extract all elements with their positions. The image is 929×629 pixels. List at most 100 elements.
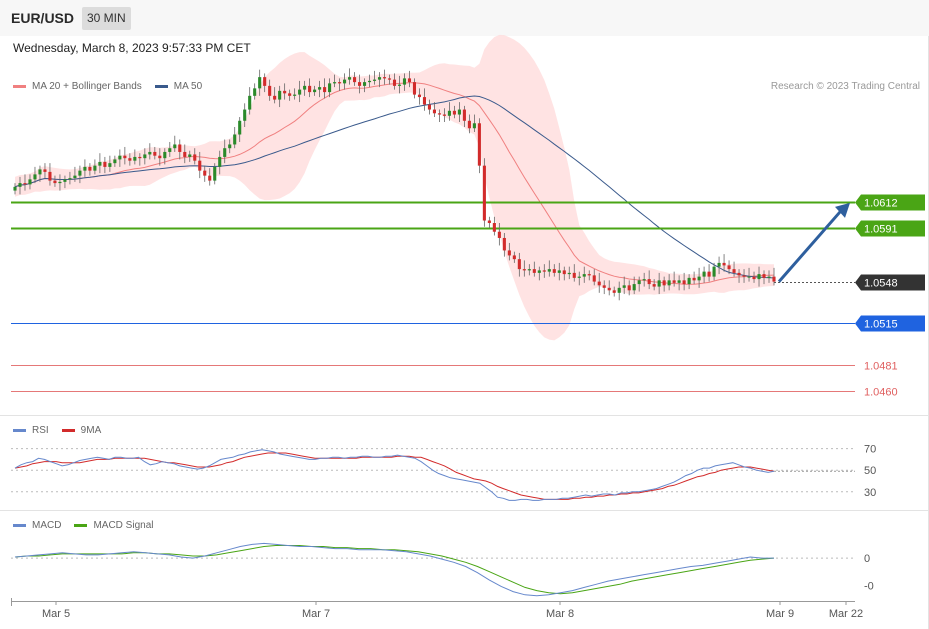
bull-candle <box>13 186 17 191</box>
bull-candle <box>318 87 322 90</box>
bull-candle <box>118 155 122 160</box>
bear-candle <box>672 280 676 283</box>
legend-macd: MACD <box>13 520 61 531</box>
bear-candle <box>732 269 736 273</box>
bull-candle <box>577 276 581 278</box>
bull-candle <box>547 269 551 272</box>
bull-candle <box>397 84 402 86</box>
bull-candle <box>622 285 626 288</box>
bear-candle <box>627 285 631 291</box>
resistance-level-badge <box>855 220 925 237</box>
x-tick-label: Mar 22 <box>829 608 863 620</box>
bull-candle <box>133 156 137 161</box>
forecast-arrow-shaft <box>777 209 843 283</box>
bull-candle <box>447 110 451 116</box>
bull-candle <box>148 151 152 155</box>
bull-candle <box>83 166 87 171</box>
bear-candle <box>43 169 47 172</box>
bear-candle <box>562 270 566 275</box>
bear-candle <box>123 155 127 159</box>
bull-candle <box>258 77 262 89</box>
bear-candle <box>647 279 651 285</box>
bear-candle <box>587 274 591 276</box>
bull-candle <box>402 78 407 85</box>
chart-header: EUR/USD 30 MIN <box>0 0 929 36</box>
bear-candle <box>263 77 267 86</box>
bear-candle <box>198 160 202 171</box>
timeframe-button[interactable]: 30 MIN <box>82 7 131 30</box>
bear-candle <box>338 82 342 84</box>
bull-candle <box>223 148 227 157</box>
bull-candle <box>697 276 701 281</box>
bear-candle <box>482 165 486 221</box>
bear-candle <box>597 281 601 286</box>
bull-candle <box>757 274 761 280</box>
bear-candle <box>507 250 511 256</box>
bull-candle <box>637 280 641 285</box>
macd-tick-label: 0 <box>864 553 870 565</box>
bear-candle <box>442 114 446 116</box>
bear-candle <box>737 272 741 276</box>
bear-candle <box>692 277 696 281</box>
bull-candle <box>93 165 97 171</box>
bear-candle <box>432 109 436 114</box>
price-levels <box>11 201 855 392</box>
bull-candle <box>328 83 332 93</box>
bear-candle <box>532 269 536 273</box>
bear-candle <box>412 82 417 95</box>
macd-swatch-icon <box>13 524 26 527</box>
bull-candle <box>747 276 751 278</box>
bull-candle <box>617 287 621 293</box>
bull-candle <box>457 109 461 115</box>
bull-candle <box>248 95 252 110</box>
macd-tick-label: -0 <box>864 580 874 592</box>
rsi-swatch-icon <box>13 429 26 432</box>
bear-candle <box>138 156 142 159</box>
bear-candle <box>357 82 362 86</box>
bear-candle <box>178 144 182 152</box>
bull-candle <box>313 89 317 93</box>
bear-candle <box>502 237 506 251</box>
bear-candle <box>592 275 596 282</box>
bull-candle <box>38 169 42 175</box>
bull-candle <box>173 144 177 149</box>
bull-candle <box>188 154 192 157</box>
bear-candle <box>652 284 656 287</box>
level-badges: 1.0612 1.0591 1.0548 1.0515 1.0481 1.0460 <box>855 194 925 399</box>
pivot-level-label: 1.0515 <box>864 319 898 331</box>
bear-candle <box>497 231 501 238</box>
ma20-swatch-icon <box>13 85 26 88</box>
ma50-swatch-icon <box>154 85 168 88</box>
bear-candle <box>467 120 471 129</box>
bear-candle <box>288 93 292 96</box>
bull-candle <box>472 123 476 129</box>
resistance-level-label: 1.0612 <box>864 198 898 210</box>
bear-candle <box>407 78 412 83</box>
bear-candle <box>268 85 272 96</box>
bull-candle <box>143 154 147 159</box>
bear-candle <box>128 158 132 161</box>
bull-candle <box>108 163 112 167</box>
ma50-line <box>14 95 775 279</box>
bull-candle <box>58 181 62 184</box>
bear-candle <box>353 77 357 83</box>
bull-candle <box>33 174 37 180</box>
bear-candle <box>477 123 481 166</box>
bull-candle <box>163 151 167 159</box>
bull-candle <box>582 274 586 277</box>
rsi-ma-swatch-icon <box>61 429 75 432</box>
bear-candle <box>742 275 746 277</box>
bull-candle <box>537 270 541 273</box>
bull-candle <box>298 89 302 95</box>
legend-macd-signal: MACD Signal <box>74 520 153 531</box>
bull-candle <box>218 156 222 167</box>
bull-candle <box>233 134 237 145</box>
bull-candle <box>213 166 217 181</box>
x-axis: Mar 5 Mar 7 Mar 8 Mar 9 Mar 22 <box>11 598 863 620</box>
symbol-title: EUR/USD <box>11 10 75 26</box>
bull-candle <box>677 280 681 283</box>
bear-candle <box>602 285 606 288</box>
bear-candle <box>542 270 546 272</box>
bull-candle <box>712 266 716 277</box>
